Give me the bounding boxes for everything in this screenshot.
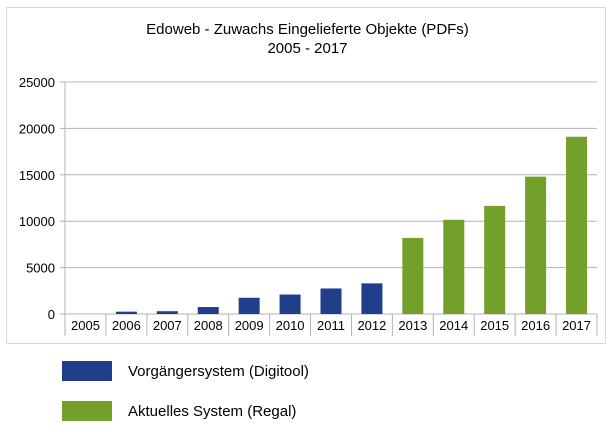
bar-2013 bbox=[402, 237, 424, 314]
bar-2016 bbox=[525, 176, 547, 314]
x-tick-label: 2009 bbox=[235, 318, 264, 333]
legend-swatch-digitool bbox=[62, 361, 112, 381]
bar-2014 bbox=[443, 219, 465, 314]
bar-2012 bbox=[361, 283, 383, 314]
legend-label-digitool: Vorgängersystem (Digitool) bbox=[128, 362, 309, 380]
x-tick-label: 2005 bbox=[71, 318, 100, 333]
legend-item-digitool: Vorgängersystem (Digitool) bbox=[62, 358, 309, 384]
bar-2009 bbox=[238, 297, 260, 314]
y-tick-label: 25000 bbox=[19, 75, 55, 90]
legend-label-regal: Aktuelles System (Regal) bbox=[128, 402, 297, 420]
y-tick-label: 15000 bbox=[19, 168, 55, 183]
x-tick-label: 2017 bbox=[562, 318, 591, 333]
legend: Vorgängersystem (Digitool) Aktuelles Sys… bbox=[62, 358, 309, 438]
y-tick-label: 10000 bbox=[19, 214, 55, 229]
bar-2010 bbox=[279, 294, 301, 314]
bar-2017 bbox=[566, 136, 588, 314]
x-tick-label: 2016 bbox=[521, 318, 550, 333]
x-tick-label: 2015 bbox=[480, 318, 509, 333]
chart-frame bbox=[6, 7, 606, 344]
y-tick-label: 20000 bbox=[19, 121, 55, 136]
bar-2015 bbox=[484, 205, 506, 314]
bar-2011 bbox=[320, 288, 342, 314]
x-tick-label: 2013 bbox=[398, 318, 427, 333]
x-tick-label: 2012 bbox=[357, 318, 386, 333]
legend-item-regal: Aktuelles System (Regal) bbox=[62, 398, 309, 424]
bar-chart: 0 5000 10000 15000 20000 25000 2005 2006 2007 200… bbox=[19, 75, 598, 336]
x-tick-label: 2014 bbox=[439, 318, 468, 333]
chart-subtitle: 2005 - 2017 bbox=[267, 40, 348, 57]
x-tick-label: 2007 bbox=[153, 318, 182, 333]
x-tick-label: 2008 bbox=[194, 318, 223, 333]
bar-2006 bbox=[115, 311, 137, 314]
bar-2008 bbox=[197, 307, 219, 314]
x-tick-label: 2006 bbox=[112, 318, 141, 333]
bar-2007 bbox=[156, 311, 178, 314]
chart-title: Edoweb - Zuwachs Eingelieferte Objekte (… bbox=[146, 21, 469, 38]
y-tick-label: 0 bbox=[48, 307, 55, 322]
legend-swatch-regal bbox=[62, 401, 112, 421]
x-tick-label: 2011 bbox=[317, 318, 345, 333]
x-tick-label: 2010 bbox=[276, 318, 305, 333]
y-tick-label: 5000 bbox=[26, 261, 55, 276]
